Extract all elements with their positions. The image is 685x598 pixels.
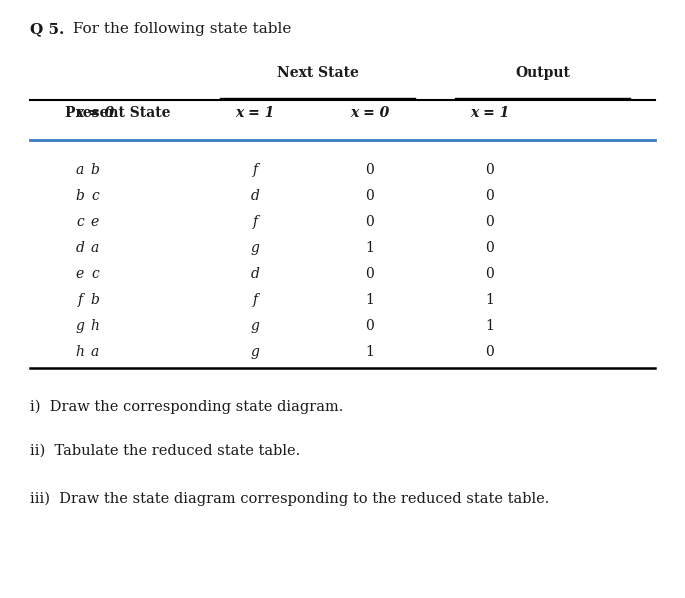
Text: 0: 0: [486, 189, 495, 203]
Text: ii)  Tabulate the reduced state table.: ii) Tabulate the reduced state table.: [30, 444, 300, 458]
Text: Q 5.: Q 5.: [30, 22, 64, 36]
Text: 0: 0: [366, 215, 375, 229]
Text: Output: Output: [515, 66, 570, 80]
Text: e: e: [76, 267, 84, 281]
Text: 1: 1: [366, 241, 375, 255]
Text: 0: 0: [486, 267, 495, 281]
Text: c: c: [91, 189, 99, 203]
Text: b: b: [90, 163, 99, 177]
Text: 1: 1: [486, 293, 495, 307]
Text: g: g: [251, 345, 260, 359]
Text: d: d: [251, 189, 260, 203]
Text: c: c: [91, 267, 99, 281]
Text: For the following state table: For the following state table: [68, 22, 291, 36]
Text: i)  Draw the corresponding state diagram.: i) Draw the corresponding state diagram.: [30, 400, 343, 414]
Text: a: a: [76, 163, 84, 177]
Text: g: g: [75, 319, 84, 333]
Text: 0: 0: [366, 267, 375, 281]
Text: a: a: [91, 241, 99, 255]
Text: d: d: [251, 267, 260, 281]
Text: a: a: [91, 345, 99, 359]
Text: 0: 0: [486, 241, 495, 255]
Text: d: d: [75, 241, 84, 255]
Text: g: g: [251, 241, 260, 255]
Text: 1: 1: [486, 319, 495, 333]
Text: x = 0: x = 0: [75, 106, 114, 120]
Text: 0: 0: [486, 215, 495, 229]
Text: f: f: [77, 293, 83, 307]
Text: x = 1: x = 1: [236, 106, 275, 120]
Text: h: h: [75, 345, 84, 359]
Text: h: h: [90, 319, 99, 333]
Text: b: b: [75, 189, 84, 203]
Text: 1: 1: [366, 293, 375, 307]
Text: 0: 0: [366, 189, 375, 203]
Text: 0: 0: [366, 163, 375, 177]
Text: b: b: [90, 293, 99, 307]
Text: 1: 1: [366, 345, 375, 359]
Text: Next State: Next State: [277, 66, 358, 80]
Text: g: g: [251, 319, 260, 333]
Text: f: f: [253, 163, 258, 177]
Text: 0: 0: [486, 163, 495, 177]
Text: x = 0: x = 0: [350, 106, 390, 120]
Text: iii)  Draw the state diagram corresponding to the reduced state table.: iii) Draw the state diagram correspondin…: [30, 492, 549, 507]
Text: f: f: [253, 293, 258, 307]
Text: e: e: [91, 215, 99, 229]
Text: c: c: [76, 215, 84, 229]
Text: Present State: Present State: [65, 106, 171, 120]
Text: f: f: [253, 215, 258, 229]
Text: 0: 0: [486, 345, 495, 359]
Text: 0: 0: [366, 319, 375, 333]
Text: x = 1: x = 1: [471, 106, 510, 120]
